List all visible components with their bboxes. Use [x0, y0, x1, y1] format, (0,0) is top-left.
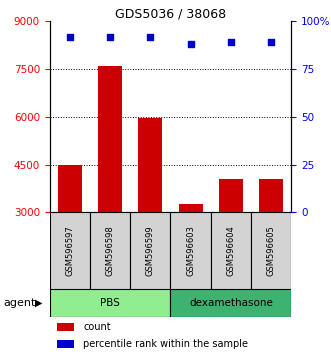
Text: GSM596603: GSM596603	[186, 225, 195, 276]
Text: dexamethasone: dexamethasone	[189, 298, 273, 308]
Bar	[50, 212, 90, 289]
Bar	[58, 165, 82, 212]
Point	[188, 41, 193, 47]
Bar	[57, 340, 74, 348]
Point	[67, 34, 72, 39]
Text: count: count	[83, 322, 111, 332]
Bar	[259, 179, 283, 212]
Point	[148, 34, 153, 39]
Text: PBS: PBS	[100, 298, 120, 308]
Text: GSM596599: GSM596599	[146, 225, 155, 276]
Bar	[50, 289, 170, 317]
Bar	[170, 289, 291, 317]
Bar	[57, 323, 74, 331]
Bar	[219, 179, 243, 212]
Bar	[178, 205, 203, 212]
Bar	[130, 212, 170, 289]
Point	[107, 34, 113, 39]
Text: ▶: ▶	[35, 298, 42, 308]
Text: GSM596605: GSM596605	[267, 225, 276, 276]
Bar	[170, 212, 211, 289]
Title: GDS5036 / 38068: GDS5036 / 38068	[115, 7, 226, 20]
Bar	[98, 66, 122, 212]
Point	[268, 39, 274, 45]
Text: GSM596597: GSM596597	[65, 225, 74, 276]
Bar	[90, 212, 130, 289]
Text: percentile rank within the sample: percentile rank within the sample	[83, 339, 249, 349]
Bar	[251, 212, 291, 289]
Bar	[138, 118, 163, 212]
Text: GSM596604: GSM596604	[226, 225, 235, 276]
Text: GSM596598: GSM596598	[106, 225, 115, 276]
Bar	[211, 212, 251, 289]
Point	[228, 39, 234, 45]
Text: agent: agent	[3, 298, 36, 308]
